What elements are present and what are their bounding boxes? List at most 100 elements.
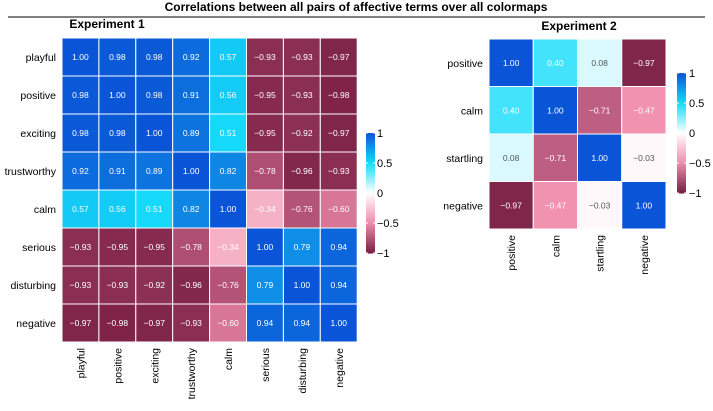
colorbar-tick-label: 0.5 — [377, 158, 392, 170]
colorbar-band — [677, 179, 686, 182]
colorbar: 1 0.5 0 −0.5 −1 — [366, 128, 399, 260]
cell-value-label: −0.97 — [500, 200, 522, 210]
row-label: startling — [446, 153, 483, 165]
column-label: negative — [639, 235, 651, 275]
colorbar-band — [366, 139, 375, 142]
heatmap-cell — [61, 75, 100, 115]
colorbar-band — [366, 137, 375, 140]
colorbar-band — [366, 159, 375, 162]
cell-value-label: 0.94 — [330, 242, 347, 252]
cell-value-label: −0.93 — [107, 280, 129, 290]
cell-value-label: −0.97 — [143, 318, 165, 328]
colorbar-band — [677, 145, 686, 148]
colorbar-tick-label: −1 — [377, 248, 390, 260]
column-label: positive — [506, 235, 518, 271]
colorbar-band — [366, 221, 375, 224]
colorbar-band — [366, 199, 375, 202]
colorbar-band — [677, 91, 686, 94]
colorbar-tick-label: −0.5 — [377, 218, 399, 230]
cell-value-label: −0.60 — [328, 204, 350, 214]
cell-value-label: −0.97 — [328, 128, 350, 138]
heatmap-cell — [209, 189, 248, 229]
cell-value-label: −0.97 — [70, 318, 92, 328]
colorbar-band — [677, 101, 686, 104]
cell-value-label: 0.91 — [109, 166, 126, 176]
cell-value-label: 0.57 — [220, 52, 237, 62]
cell-value-label: −0.93 — [291, 52, 313, 62]
cell-value-label: −0.92 — [291, 128, 313, 138]
cell-value-label: −0.96 — [291, 166, 313, 176]
cell-value-label: −0.03 — [633, 153, 655, 163]
colorbar: 1 0.5 0 −0.5 −1 — [677, 68, 711, 200]
cell-value-label: −0.95 — [254, 90, 276, 100]
column-label: calm — [223, 348, 235, 370]
cell-value-label: −0.76 — [217, 280, 239, 290]
colorbar-band — [677, 107, 686, 110]
cell-value-label: −0.76 — [291, 204, 313, 214]
cell-value-label: 1.00 — [72, 52, 89, 62]
heatmap-cell — [488, 181, 534, 230]
cell-value-label: −0.93 — [254, 52, 276, 62]
heatmap-cell — [209, 75, 248, 115]
colorbar-band — [366, 197, 375, 200]
figure-title: Correlations between all pairs of affect… — [165, 0, 548, 14]
heatmap-cell — [319, 37, 358, 77]
cell-value-label: −0.97 — [328, 52, 350, 62]
colorbar-band — [677, 181, 686, 184]
cell-value-label: 1.00 — [547, 105, 564, 115]
colorbar-band — [366, 133, 375, 136]
row-label: disturbing — [10, 280, 56, 292]
column-label: trustworthy — [186, 347, 198, 399]
colorbar-tick-label: 1 — [377, 128, 383, 140]
colorbar-band — [366, 207, 375, 210]
colorbar-band — [677, 169, 686, 172]
colorbar-band — [677, 87, 686, 90]
cell-value-label: −0.71 — [545, 153, 567, 163]
colorbar-band — [677, 151, 686, 154]
heatmap-cell — [246, 75, 284, 115]
charts: Experiment 1 1.00 0.98 0.98 0.92 0.57 −0.93 −0.… — [5, 17, 711, 399]
heatmap-cell — [172, 303, 211, 343]
heatmap-cell — [172, 151, 211, 191]
colorbar-band — [677, 123, 686, 126]
colorbar-band — [677, 163, 686, 166]
colorbar-tick-label: −1 — [689, 188, 702, 200]
colorbar-band — [366, 247, 375, 250]
colorbar-band — [677, 149, 686, 152]
colorbar-band — [366, 201, 375, 204]
colorbar-band — [677, 131, 686, 134]
heatmap-cell — [98, 37, 137, 77]
row-label: calm — [461, 105, 483, 117]
heatmap-cell — [532, 86, 578, 135]
colorbar-band — [677, 183, 686, 186]
column-label: calm — [550, 235, 562, 257]
cell-value-label: 0.40 — [503, 105, 520, 115]
column-label: startling — [595, 235, 607, 272]
heatmap-cell — [98, 75, 137, 115]
colorbar-band — [366, 155, 375, 158]
colorbar-band — [677, 103, 686, 106]
colorbar-band — [366, 237, 375, 240]
cell-value-label: 0.79 — [294, 242, 311, 252]
colorbar-band — [366, 209, 375, 212]
cell-value-label: 1.00 — [503, 58, 520, 68]
colorbar-band — [366, 165, 375, 168]
colorbar-band — [677, 81, 686, 84]
colorbar-band — [366, 149, 375, 152]
heatmap-cell — [621, 181, 667, 230]
colorbar-band — [366, 193, 375, 196]
cell-value-label: 1.00 — [183, 166, 200, 176]
cell-value-label: 1.00 — [146, 128, 163, 138]
colorbar-band — [366, 161, 375, 164]
colorbar-band — [677, 161, 686, 164]
heatmap-cell — [282, 303, 321, 343]
cell-value-label: −0.92 — [143, 280, 165, 290]
cell-value-label: 0.57 — [72, 204, 89, 214]
colorbar-band — [677, 133, 686, 136]
heatmap-cell — [319, 303, 358, 343]
cell-value-label: 0.98 — [72, 128, 89, 138]
colorbar-band — [677, 173, 686, 176]
colorbar-band — [677, 171, 686, 174]
heatmap-cell — [319, 227, 358, 267]
heatmap-cell — [532, 181, 578, 230]
